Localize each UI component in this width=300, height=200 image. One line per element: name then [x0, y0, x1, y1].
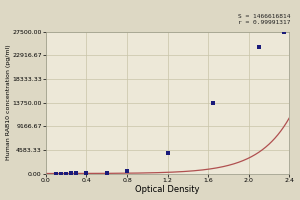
Text: S = 1466616814
r = 0.99991317: S = 1466616814 r = 0.99991317: [238, 14, 291, 25]
Point: [125, 169, 130, 173]
Point: [59, 172, 64, 175]
Point: [84, 172, 89, 175]
Point: [69, 172, 74, 175]
Point: [282, 30, 287, 33]
Point: [74, 172, 79, 175]
Y-axis label: Human RAB10 concentration (pg/ml): Human RAB10 concentration (pg/ml): [6, 45, 10, 160]
Point: [256, 45, 261, 49]
Point: [165, 151, 170, 154]
Point: [54, 172, 58, 175]
X-axis label: Optical Density: Optical Density: [135, 185, 200, 194]
Point: [211, 101, 216, 104]
Point: [104, 171, 109, 174]
Point: [64, 172, 69, 175]
